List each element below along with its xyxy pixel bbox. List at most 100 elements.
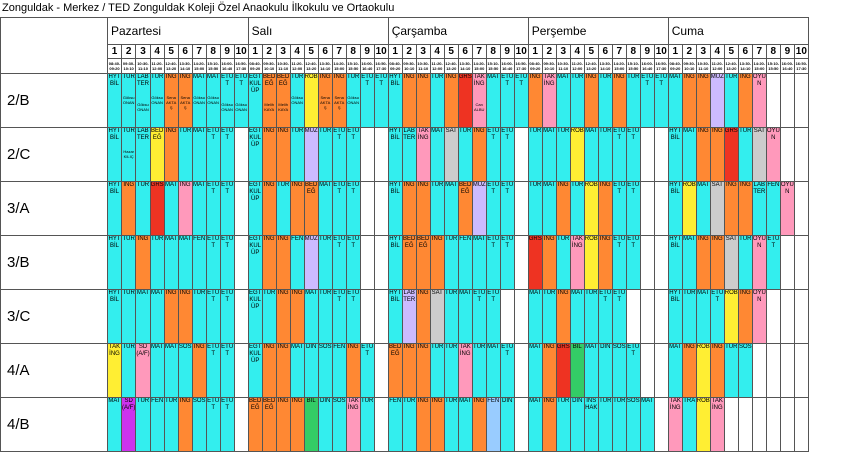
lesson-cell[interactable]	[513, 181, 529, 236]
lesson-cell[interactable]: TÜR	[317, 289, 333, 344]
lesson-cell[interactable]: TÜR	[527, 181, 543, 236]
class-label[interactable]: 2/C	[0, 127, 108, 182]
lesson-cell[interactable]	[513, 289, 529, 344]
lesson-cell[interactable]: SOS	[191, 397, 207, 452]
lesson-cell[interactable]	[373, 289, 389, 344]
lesson-cell[interactable]: İNG	[135, 235, 151, 290]
lesson-cell[interactable]: İNG	[695, 127, 711, 182]
lesson-cell[interactable]	[653, 343, 669, 398]
lesson-cell[interactable]	[373, 235, 389, 290]
lesson-cell[interactable]: ETÜ T	[611, 127, 627, 182]
lesson-cell[interactable]: MAT	[569, 289, 585, 344]
lesson-cell[interactable]: ROB	[695, 397, 711, 452]
lesson-cell[interactable]: ETÜ T	[205, 181, 221, 236]
lesson-cell[interactable]: ETÜ T	[625, 343, 641, 398]
lesson-cell[interactable]: MAT	[583, 343, 599, 398]
lesson-cell[interactable]: İNG	[401, 73, 417, 128]
lesson-cell[interactable]: MAT	[191, 181, 207, 236]
lesson-cell[interactable]: İNG	[401, 181, 417, 236]
lesson-cell[interactable]: ROB	[583, 235, 599, 290]
lesson-cell[interactable]: MAT	[555, 73, 571, 128]
lesson-cell[interactable]: MAT	[695, 181, 711, 236]
lesson-cell[interactable]: MAT	[541, 127, 557, 182]
lesson-cell[interactable]: FEN	[289, 235, 305, 290]
lesson-cell[interactable]: İNG	[429, 397, 445, 452]
lesson-cell[interactable]: İNG	[275, 397, 291, 452]
lesson-cell[interactable]: FEN	[457, 235, 473, 290]
lesson-cell[interactable]: TÜR	[429, 343, 445, 398]
lesson-cell[interactable]	[359, 127, 375, 182]
lesson-cell[interactable]: LAB TER	[401, 289, 417, 344]
lesson-cell[interactable]: SAT	[443, 127, 459, 182]
lesson-cell[interactable]: ROB	[303, 73, 319, 128]
lesson-cell[interactable]	[233, 235, 249, 290]
lesson-cell[interactable]: İNG	[443, 73, 459, 128]
lesson-cell[interactable]: İNG	[415, 289, 431, 344]
lesson-cell[interactable]: OYU N	[779, 181, 795, 236]
lesson-cell[interactable]: ETÜ T	[219, 397, 235, 452]
lesson-cell[interactable]: İNG	[583, 73, 599, 128]
lesson-cell[interactable]: DİN	[499, 397, 515, 452]
lesson-cell[interactable]: TÜR	[569, 181, 585, 236]
lesson-cell[interactable]: TÜR	[723, 343, 739, 398]
lesson-cell[interactable]: HYT BİL	[107, 181, 122, 236]
lesson-cell[interactable]: İNG	[681, 73, 697, 128]
lesson-cell[interactable]: İNG	[261, 343, 277, 398]
lesson-cell[interactable]: TÜR	[359, 397, 375, 452]
lesson-cell[interactable]: MAT	[191, 127, 207, 182]
lesson-cell[interactable]	[751, 343, 767, 398]
lesson-cell[interactable]: İNG	[275, 289, 291, 344]
lesson-cell[interactable]: İNG	[555, 289, 571, 344]
lesson-cell[interactable]: HYT BİL	[107, 235, 122, 290]
lesson-cell[interactable]	[639, 289, 655, 344]
lesson-cell[interactable]: BED EĞ	[261, 397, 277, 452]
lesson-cell[interactable]	[513, 235, 529, 290]
class-label[interactable]: 2/B	[0, 73, 108, 128]
lesson-cell[interactable]: GRS	[723, 127, 739, 182]
lesson-cell[interactable]: İNG	[289, 397, 305, 452]
lesson-cell[interactable]	[653, 397, 669, 452]
lesson-cell[interactable]: İNG	[261, 235, 277, 290]
lesson-cell[interactable]: TÜR	[541, 289, 557, 344]
lesson-cell[interactable]: İNG	[415, 73, 431, 128]
lesson-cell[interactable]: EĞT KUL ÜP	[247, 343, 263, 398]
lesson-cell[interactable]: ROB	[723, 289, 739, 344]
lesson-cell[interactable]: FEN	[191, 235, 207, 290]
lesson-cell[interactable]: TÜR Göksu ONAN	[149, 73, 165, 128]
lesson-cell[interactable]: İNG	[471, 397, 487, 452]
lesson-cell[interactable]: SOS	[737, 343, 753, 398]
lesson-cell[interactable]	[513, 343, 529, 398]
lesson-cell[interactable]: ROB	[695, 343, 711, 398]
lesson-cell[interactable]: İNG	[177, 397, 193, 452]
lesson-cell[interactable]: MAT	[429, 127, 445, 182]
lesson-cell[interactable]: MAT	[135, 289, 151, 344]
lesson-cell[interactable]: MAT	[163, 343, 179, 398]
lesson-cell[interactable]: EĞT KUL ÜP	[247, 73, 263, 128]
lesson-cell[interactable]: HYT BİL	[667, 181, 683, 236]
lesson-cell[interactable]: ETÜ T	[205, 289, 221, 344]
lesson-cell[interactable]: ETÜ T	[611, 235, 627, 290]
lesson-cell[interactable]: DİN	[569, 397, 585, 452]
lesson-cell[interactable]: GRS	[457, 73, 473, 128]
lesson-cell[interactable]: HYT BİL	[107, 73, 122, 128]
lesson-cell[interactable]: MAT	[667, 343, 683, 398]
lesson-cell[interactable]: SD (A/F)	[135, 343, 151, 398]
lesson-cell[interactable]: MAT	[303, 289, 319, 344]
lesson-cell[interactable]: TAK İNG	[709, 397, 725, 452]
lesson-cell[interactable]: FEN	[331, 343, 347, 398]
lesson-cell[interactable]: TÜR	[597, 73, 613, 128]
lesson-cell[interactable]: İNG	[597, 181, 613, 236]
lesson-cell[interactable]: TÜR	[443, 397, 459, 452]
lesson-cell[interactable]: ETÜ T	[625, 235, 641, 290]
lesson-cell[interactable]: TÜR	[555, 127, 571, 182]
lesson-cell[interactable]: HYT BİL	[667, 127, 683, 182]
lesson-cell[interactable]: ETÜ T	[331, 181, 347, 236]
lesson-cell[interactable]	[765, 397, 781, 452]
lesson-cell[interactable]: İNG	[737, 289, 753, 344]
lesson-cell[interactable]: TÜR	[723, 73, 739, 128]
lesson-cell[interactable]: ETÜ T	[205, 343, 221, 398]
lesson-cell[interactable]: HYT BİL	[667, 289, 683, 344]
lesson-cell[interactable]: TÜR	[597, 397, 613, 452]
lesson-cell[interactable]	[737, 397, 753, 452]
lesson-cell[interactable]: ETÜ T	[345, 127, 361, 182]
